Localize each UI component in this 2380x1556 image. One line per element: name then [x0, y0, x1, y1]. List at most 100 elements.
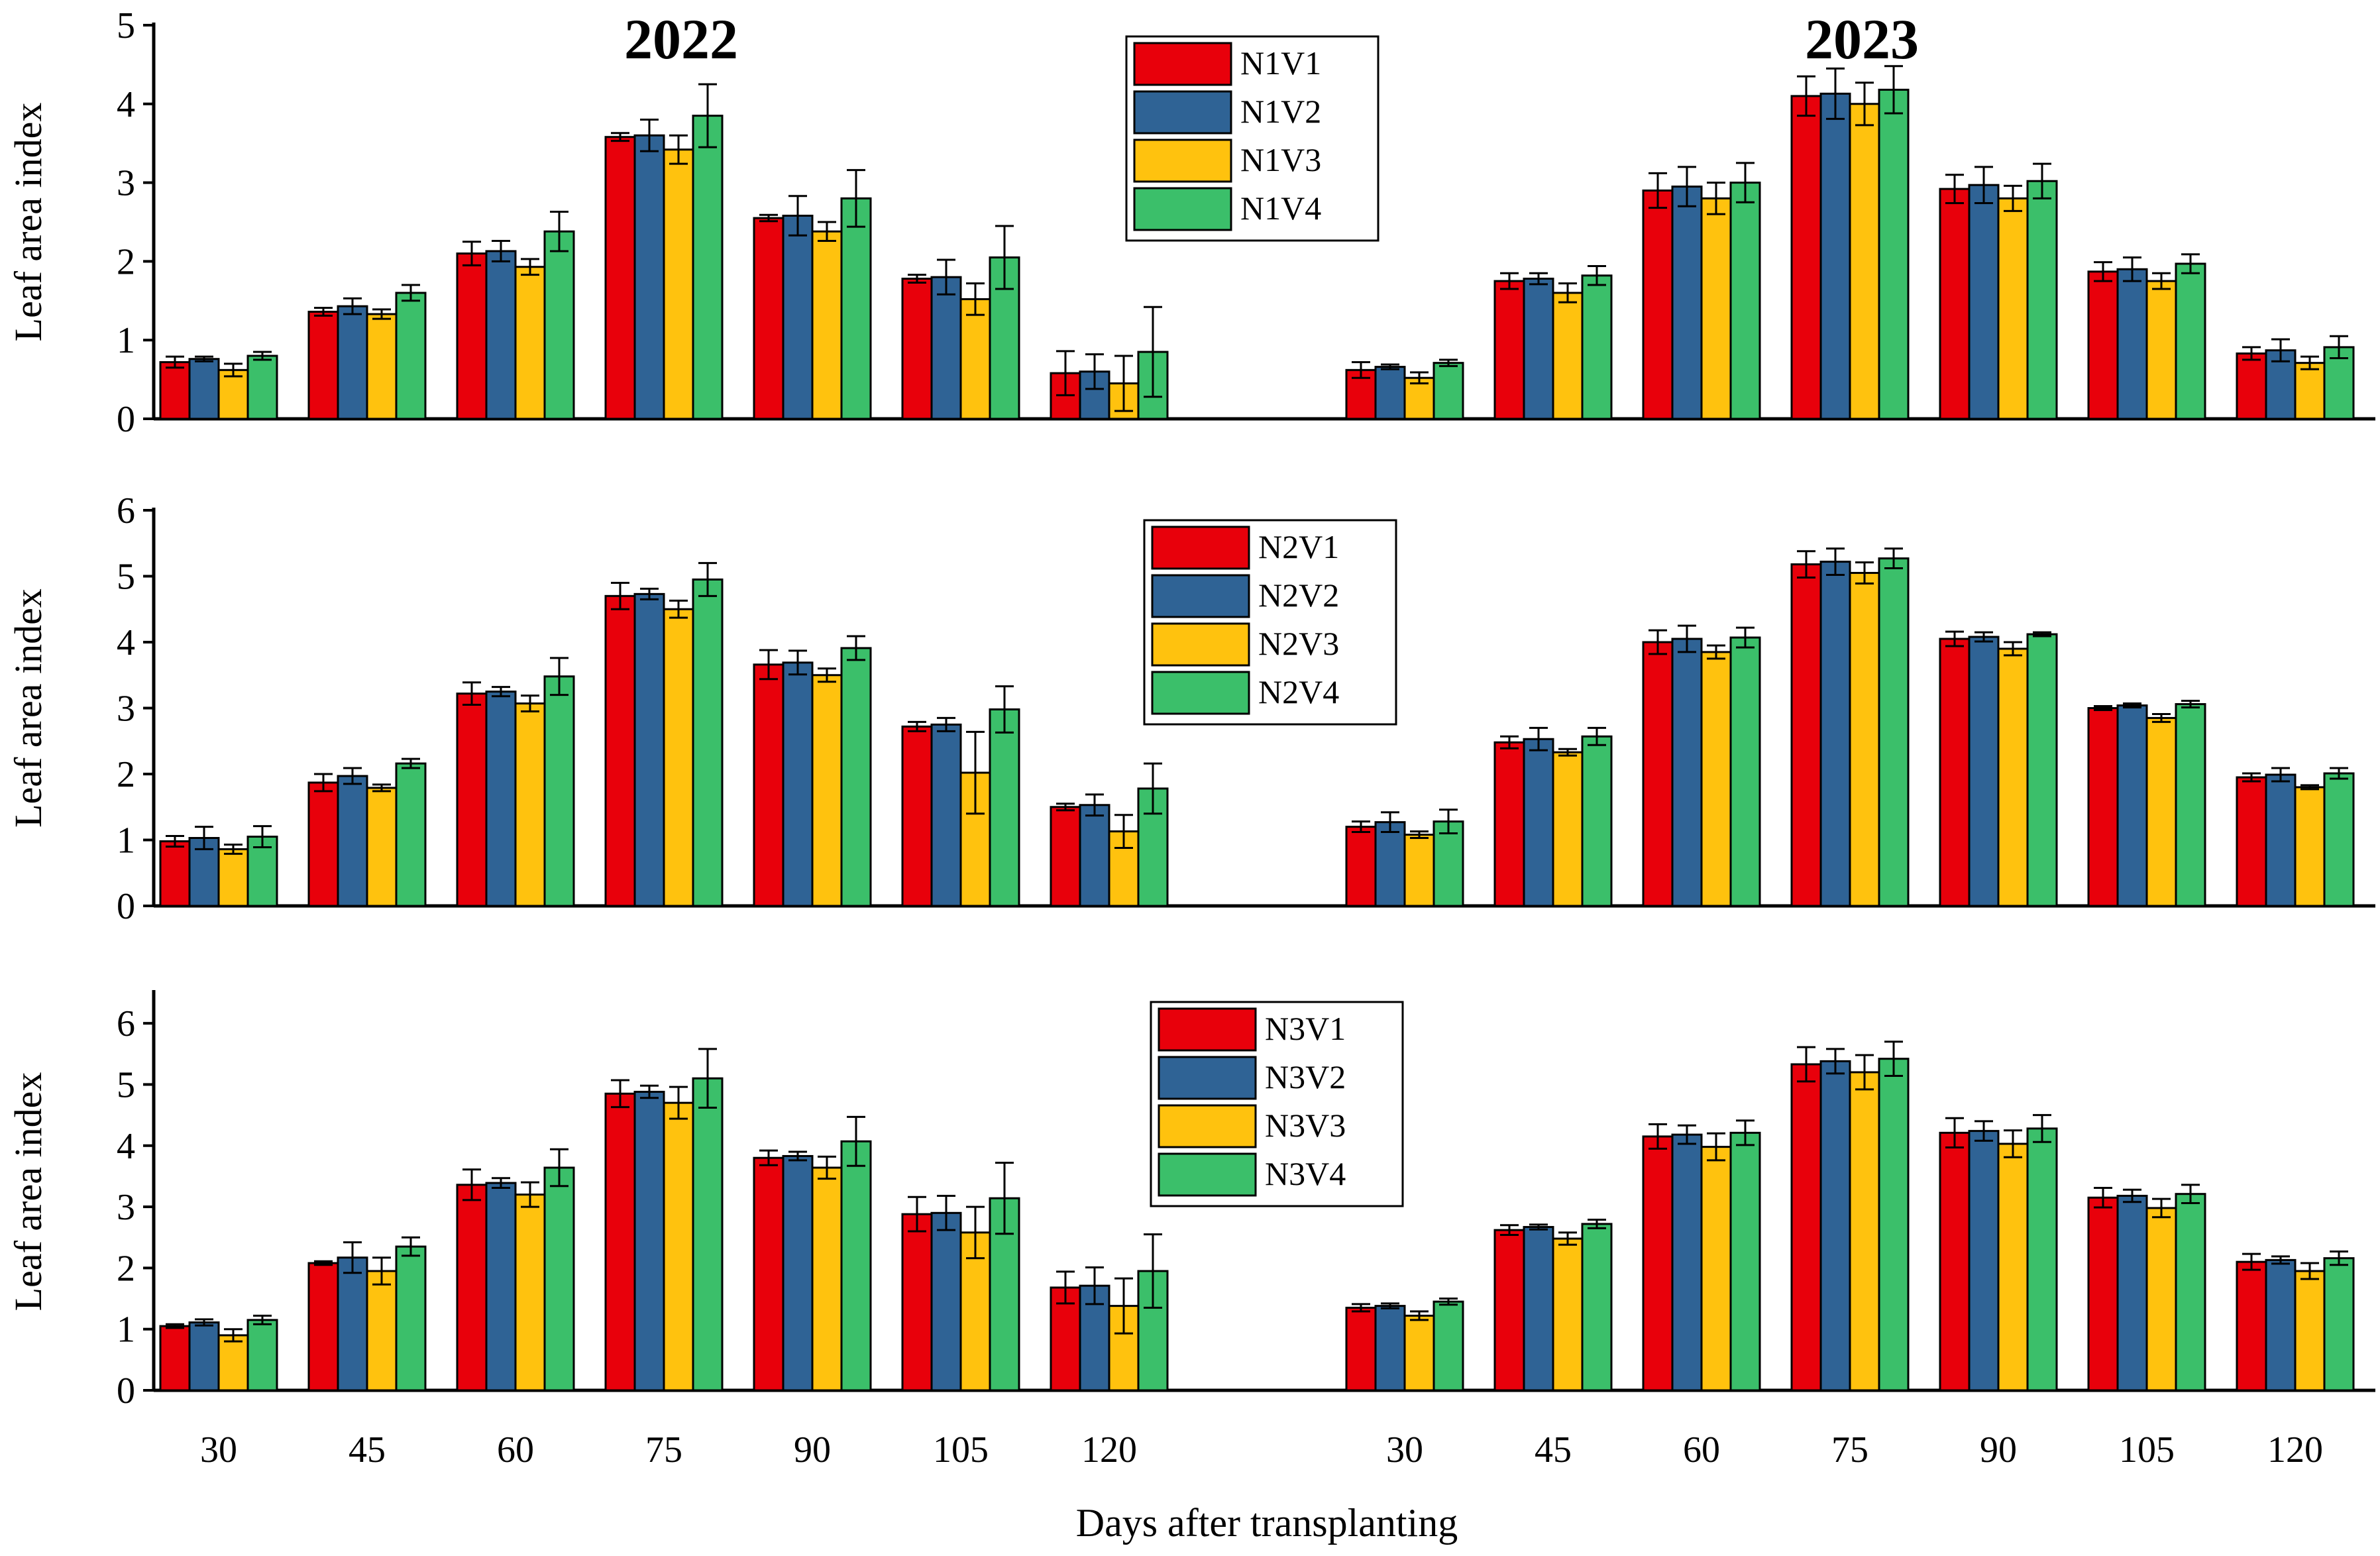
bar-n1v2-2022-105 [930, 276, 962, 420]
bar-n3v4-2023-30 [1433, 1300, 1464, 1392]
x-tick-label: 90 [1980, 1429, 2017, 1471]
bar-n3v1-2023-90 [1939, 1131, 1971, 1392]
bar-n1v2-2023-45 [1523, 278, 1554, 420]
bar-n1v2-2022-75 [633, 134, 665, 420]
bar-n3v3-2023-90 [1997, 1142, 2029, 1392]
bar-n2v1-2023-105 [2087, 707, 2119, 907]
bar-n1v2-2022-30 [188, 358, 220, 420]
bar-n3v3-2023-75 [1849, 1071, 1880, 1392]
bar-n3v2-2023-75 [1819, 1060, 1851, 1392]
bar-n1v1-2022-75 [604, 136, 636, 420]
bar-n2v3-2022-30 [217, 848, 249, 907]
bar-n1v1-2023-75 [1790, 95, 1822, 420]
bar-n3v2-2022-90 [782, 1154, 814, 1392]
legend: N3V1 N3V2 N3V3 N3V4 [1150, 1001, 1404, 1207]
bar-n2v1-2023-90 [1939, 638, 1971, 907]
bar-n3v4-2022-75 [692, 1077, 724, 1392]
bar-n1v3-2023-60 [1700, 197, 1732, 420]
legend: N2V1 N2V2 N2V3 N2V4 [1143, 519, 1397, 726]
bar-n3v4-2022-60 [543, 1166, 575, 1392]
bar-n1v3-2022-105 [959, 298, 991, 420]
y-tick-label: 0 [117, 886, 135, 927]
y-tick-label: 1 [117, 820, 135, 861]
x-tick-label: 120 [2267, 1429, 2323, 1471]
bar-n2v4-2022-75 [692, 578, 724, 907]
bar-n1v3-2023-75 [1849, 103, 1880, 420]
x-tick-label: 45 [1535, 1429, 1572, 1471]
bar-n3v1-2022-75 [604, 1092, 636, 1392]
bar-n2v2-2023-30 [1374, 821, 1406, 907]
x-tick-label: 30 [1386, 1429, 1423, 1471]
x-tick-label: 30 [200, 1429, 237, 1471]
bar-n3v3-2022-75 [663, 1101, 694, 1392]
bar-n2v4-2023-60 [1729, 636, 1761, 907]
y-tick-label: 4 [117, 84, 135, 125]
bar-n1v1-2023-105 [2087, 270, 2119, 420]
bar-n2v2-2022-75 [633, 592, 665, 907]
bar-n2v1-2023-75 [1790, 563, 1822, 907]
bar-n3v2-2022-105 [930, 1211, 962, 1392]
legend-label: N2V2 [1258, 577, 1339, 614]
bar-n2v4-2023-45 [1581, 735, 1613, 907]
bar-n2v1-2023-120 [2236, 776, 2267, 907]
bar-n2v2-2023-90 [1968, 636, 2000, 907]
bar-n3v2-2022-75 [633, 1091, 665, 1392]
bar-n1v3-2022-90 [811, 230, 843, 420]
legend-label: N3V4 [1265, 1155, 1346, 1192]
legend-swatch [1158, 1007, 1257, 1052]
year-label-2023: 2023 [1805, 7, 1919, 71]
bar-n1v1-2022-90 [753, 217, 784, 420]
bar-n1v2-2022-90 [782, 214, 814, 420]
bar-n1v4-2022-60 [543, 230, 575, 420]
bar-n2v3-2023-90 [1997, 647, 2029, 907]
bar-n2v4-2023-105 [2175, 703, 2206, 907]
bar-n3v3-2022-45 [366, 1270, 398, 1392]
panel-2: 0 1 2 3 4 5 6 Leaf area index N2V1 N2V2 N2V3 N2V4 [7, 490, 2375, 927]
bar-n1v3-2023-120 [2294, 362, 2326, 420]
bar-n1v1-2023-90 [1939, 188, 1971, 420]
bar-n1v2-2023-60 [1671, 186, 1703, 420]
legend-swatch [1158, 1152, 1257, 1197]
legend-label: N1V4 [1240, 190, 1321, 227]
legend-swatch [1133, 187, 1232, 231]
bar-n1v3-2023-45 [1552, 292, 1584, 420]
bar-n1v1-2022-60 [456, 252, 488, 420]
y-tick-label: 4 [117, 622, 135, 663]
bar-n1v2-2023-75 [1819, 92, 1851, 420]
bar-n3v1-2023-45 [1493, 1229, 1525, 1392]
bar-n3v1-2022-90 [753, 1156, 784, 1392]
bar-n1v3-2023-105 [2145, 280, 2177, 420]
bar-n1v3-2022-30 [217, 368, 249, 420]
x-tick-label: 60 [1683, 1429, 1720, 1471]
bar-n3v3-2022-60 [514, 1194, 546, 1392]
bar-n2v4-2023-90 [2026, 633, 2058, 907]
bar-n3v1-2022-45 [307, 1262, 339, 1392]
bar-n2v1-2022-105 [901, 725, 933, 907]
legend-swatch [1158, 1104, 1257, 1148]
bar-n3v2-2023-105 [2116, 1194, 2148, 1392]
bar-n2v3-2022-45 [366, 787, 398, 907]
bar-n3v3-2023-120 [2294, 1270, 2326, 1392]
y-tick-label: 5 [117, 557, 135, 598]
legend-swatch [1133, 139, 1232, 183]
bar-n2v1-2022-90 [753, 663, 784, 907]
bar-n3v3-2023-105 [2145, 1207, 2177, 1392]
bar-n3v4-2023-90 [2026, 1127, 2058, 1392]
bar-n2v3-2023-105 [2145, 716, 2177, 907]
bar-n1v4-2023-60 [1729, 182, 1761, 420]
bar-n1v2-2023-105 [2116, 268, 2148, 420]
bar-n1v1-2022-30 [159, 361, 191, 420]
bar-n2v3-2022-90 [811, 674, 843, 907]
bar-n2v1-2023-30 [1345, 826, 1377, 907]
bar-n3v1-2023-60 [1642, 1135, 1674, 1392]
bar-n3v1-2023-75 [1790, 1063, 1822, 1392]
x-tick-label: 105 [933, 1429, 989, 1471]
bar-n3v2-2023-45 [1523, 1226, 1554, 1392]
x-tick-label: 60 [497, 1429, 534, 1471]
bar-n3v1-2023-105 [2087, 1196, 2119, 1392]
bar-n3v2-2023-60 [1671, 1133, 1703, 1392]
legend-swatch [1151, 526, 1250, 570]
x-tick-label: 120 [1081, 1429, 1137, 1471]
legend-swatch [1158, 1056, 1257, 1100]
bar-n1v1-2022-105 [901, 278, 933, 420]
